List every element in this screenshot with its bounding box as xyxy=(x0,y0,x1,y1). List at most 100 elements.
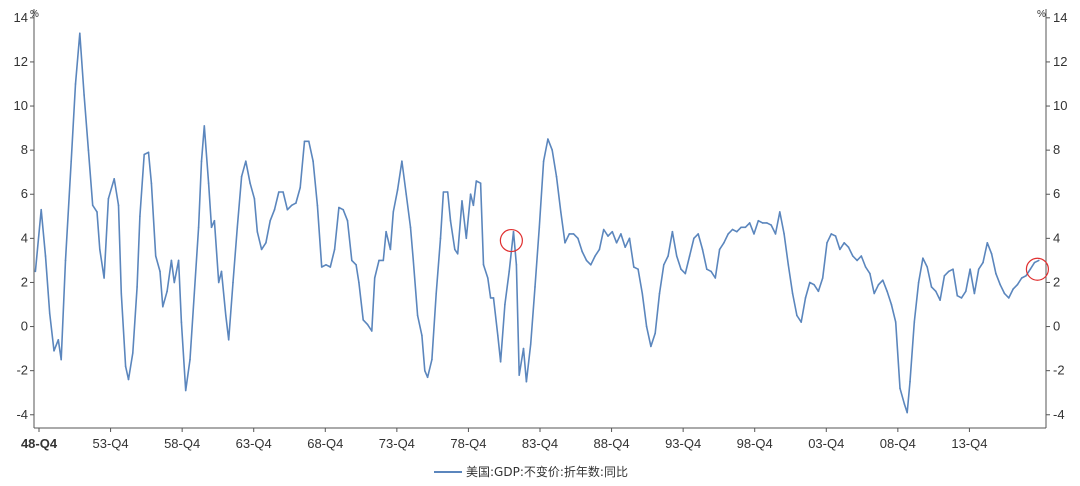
series-point xyxy=(373,277,376,279)
series-point xyxy=(843,242,845,244)
series-point xyxy=(667,255,669,257)
x-tick-label: 48-Q4 xyxy=(21,436,58,451)
series-point xyxy=(1012,288,1014,290)
series-point xyxy=(783,233,785,235)
series-point xyxy=(203,125,206,127)
series-point xyxy=(641,292,644,295)
left-y-tick-label: 2 xyxy=(21,274,28,289)
series-point xyxy=(136,286,138,288)
series-point xyxy=(487,277,489,279)
series-point xyxy=(278,191,280,193)
series-point xyxy=(232,281,234,284)
series-point xyxy=(607,235,609,237)
series-point xyxy=(1033,261,1036,264)
annotation-layer xyxy=(499,228,1050,281)
series-point xyxy=(132,352,134,354)
series-point xyxy=(479,182,482,184)
series-point xyxy=(91,204,94,207)
series-point xyxy=(162,305,164,308)
series-point xyxy=(602,228,605,231)
series-point xyxy=(515,264,518,266)
series-point xyxy=(922,257,924,260)
series-point xyxy=(295,202,297,204)
series-point xyxy=(499,361,502,363)
series-point xyxy=(598,248,601,251)
series-point xyxy=(253,197,256,200)
x-tick-label: 98-Q4 xyxy=(737,436,773,451)
left-y-tick-label: 6 xyxy=(21,186,28,201)
highlight-circle xyxy=(499,228,523,253)
series-point xyxy=(64,259,67,262)
series-point xyxy=(736,230,738,233)
series-point xyxy=(57,339,60,341)
x-tick-label: 53-Q4 xyxy=(93,436,129,451)
series-point xyxy=(1020,277,1023,279)
series-point xyxy=(890,303,893,306)
series-point xyxy=(830,233,833,235)
series-point xyxy=(200,160,203,162)
series-point xyxy=(913,321,916,323)
series-point xyxy=(917,281,920,284)
series-point xyxy=(454,248,456,251)
series-point xyxy=(378,259,380,262)
series-point xyxy=(236,226,239,229)
series-point xyxy=(245,160,247,162)
x-axis: 48-Q4 53-Q4 58-Q4 63-Q4 68-Q4 73-Q4 78-Q4 83-Q4… xyxy=(21,427,1046,451)
series-point xyxy=(189,358,191,361)
series-point xyxy=(240,175,243,178)
series-point xyxy=(362,319,365,321)
series-point xyxy=(260,248,263,251)
series-point xyxy=(675,255,678,257)
series-point xyxy=(53,350,55,352)
series-point xyxy=(385,230,387,233)
series-point xyxy=(44,255,47,257)
series-point xyxy=(355,264,357,266)
series-point xyxy=(424,369,426,372)
right-y-tick-label: 6 xyxy=(1053,186,1060,201)
series-point xyxy=(943,275,946,277)
series-point xyxy=(564,242,566,244)
series-point xyxy=(329,266,332,268)
series-point xyxy=(220,270,223,273)
left-y-tick-label: 0 xyxy=(21,319,28,334)
series-point xyxy=(650,345,652,348)
x-tick-label: 78-Q4 xyxy=(450,436,486,451)
series-point xyxy=(813,283,815,286)
series-point xyxy=(744,226,747,229)
series-point xyxy=(256,230,259,233)
series-point xyxy=(654,332,656,335)
series-point xyxy=(538,226,541,229)
series-point xyxy=(269,219,272,222)
series-point xyxy=(770,224,772,226)
x-tick-label: 83-Q4 xyxy=(522,436,558,451)
series-point xyxy=(817,290,820,293)
series-point xyxy=(180,321,183,323)
series-point xyxy=(1025,275,1027,277)
left-unit-label: % xyxy=(30,9,39,20)
series-point xyxy=(680,268,682,271)
series-point xyxy=(405,193,408,195)
series-point xyxy=(469,193,472,195)
x-tick-label: 88-Q4 xyxy=(593,436,629,451)
series-point xyxy=(346,219,349,222)
series-point xyxy=(826,242,828,244)
series-point xyxy=(688,255,691,257)
series-point xyxy=(79,32,81,35)
series-point xyxy=(930,286,933,288)
series-point xyxy=(338,206,340,209)
series-point xyxy=(706,268,708,271)
series-point xyxy=(693,237,695,240)
series-point xyxy=(560,211,562,213)
series-point xyxy=(701,248,704,251)
series-point xyxy=(70,160,72,162)
series-point xyxy=(40,208,42,211)
series-point xyxy=(492,297,495,299)
series-point xyxy=(611,230,614,233)
series-point xyxy=(382,259,385,262)
series-point xyxy=(939,299,941,301)
series-point xyxy=(877,283,880,286)
series-point xyxy=(1008,297,1010,299)
series-point xyxy=(465,237,468,240)
series-point xyxy=(551,149,553,151)
series-point xyxy=(753,233,755,235)
